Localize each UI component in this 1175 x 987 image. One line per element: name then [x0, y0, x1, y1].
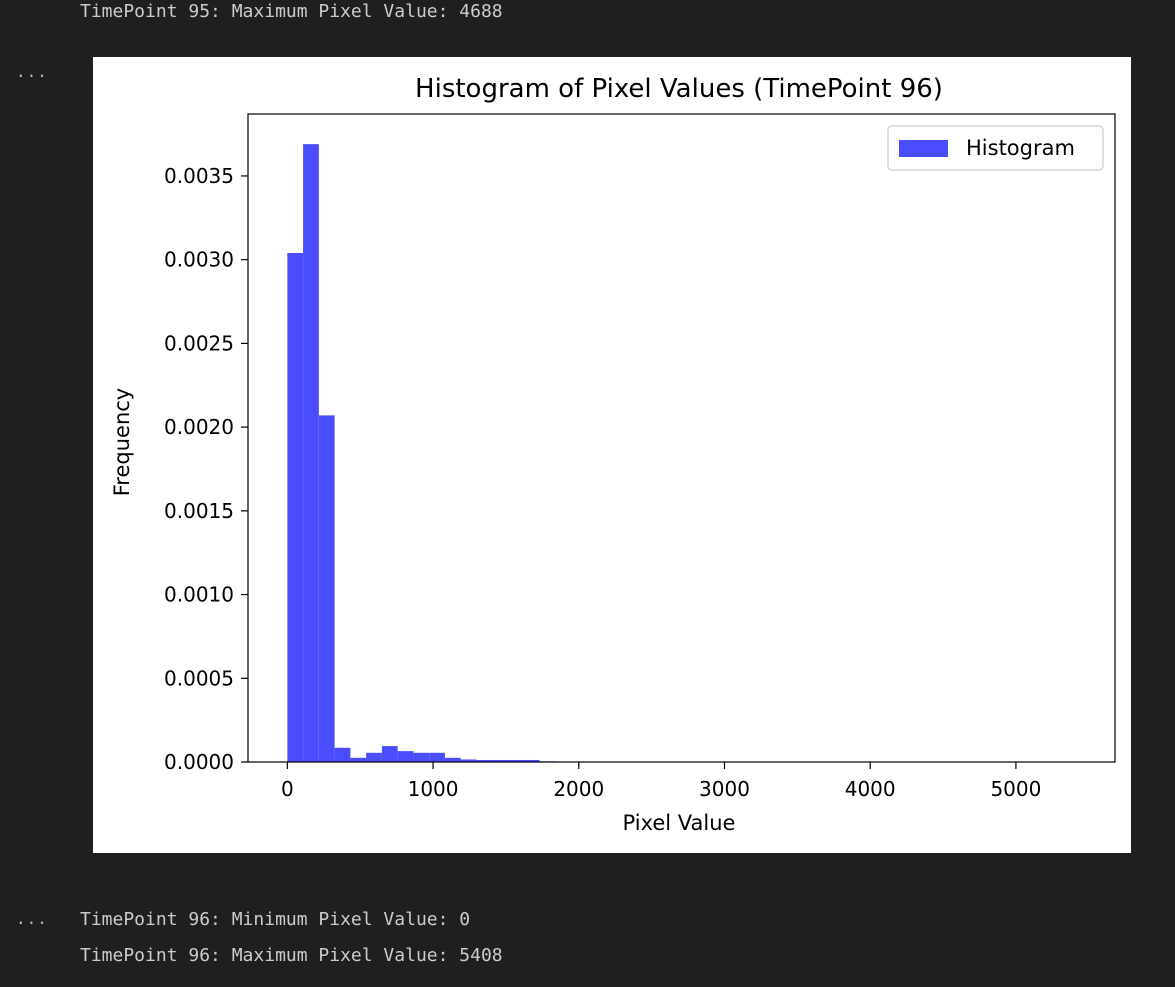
legend: Histogram	[887, 125, 1104, 171]
x-axis-label: Pixel Value	[623, 811, 736, 835]
x-tick-label: 2000	[553, 777, 604, 801]
histogram-bar	[381, 746, 398, 762]
histogram-bar	[492, 759, 508, 762]
histogram-bar	[397, 751, 414, 762]
x-tick-label: 0	[281, 777, 294, 801]
histogram-chart: Histogram of Pixel Values (TimePoint 96)…	[110, 74, 1116, 835]
y-axis-label: Frequency	[110, 388, 134, 497]
histogram-bar	[366, 752, 382, 762]
chart-title: Histogram of Pixel Values (TimePoint 96)	[415, 74, 943, 104]
output-text-line: TimePoint 96: Minimum Pixel Value: 0	[80, 909, 471, 930]
output-text-line: TimePoint 95: Maximum Pixel Value: 4688	[80, 1, 503, 22]
histogram-bar	[303, 144, 319, 762]
histogram-bar	[287, 252, 304, 762]
histogram-bars	[287, 144, 556, 762]
x-tick-label: 5000	[990, 777, 1041, 801]
output-collapse-ellipsis[interactable]: ...	[16, 909, 48, 928]
y-tick-label: 0.0030	[164, 248, 234, 272]
histogram-bar	[476, 759, 493, 762]
y-tick-label: 0.0020	[164, 415, 234, 439]
histogram-bar	[523, 759, 540, 762]
y-tick-label: 0.0005	[164, 666, 234, 690]
histogram-bar	[413, 752, 430, 762]
histogram-bar	[318, 415, 335, 762]
y-tick-label: 0.0025	[164, 331, 234, 355]
histogram-bar	[429, 752, 445, 762]
histogram-figure: Histogram of Pixel Values (TimePoint 96)…	[93, 57, 1131, 853]
y-tick-label: 0.0010	[164, 583, 234, 607]
histogram-bar	[334, 747, 351, 762]
x-axis: 0 1000 2000 3000 4000 5000	[281, 762, 1041, 801]
x-tick-label: 1000	[408, 777, 459, 801]
legend-entry-label: Histogram	[966, 136, 1075, 160]
y-axis: 0.0000 0.0005 0.0010 0.0015 0.0020 0.0025 0.00…	[164, 164, 248, 774]
legend-swatch	[899, 140, 948, 157]
histogram-bar	[507, 759, 524, 762]
x-tick-label: 3000	[699, 777, 750, 801]
y-tick-label: 0.0015	[164, 499, 234, 523]
histogram-bar	[444, 757, 461, 762]
output-collapse-ellipsis[interactable]: ...	[16, 62, 48, 81]
histogram-bar	[460, 759, 477, 762]
y-tick-label: 0.0000	[164, 750, 234, 774]
histogram-bar	[350, 757, 367, 762]
output-text-line: TimePoint 96: Maximum Pixel Value: 5408	[80, 945, 503, 966]
legend-box	[887, 125, 1104, 171]
x-tick-label: 4000	[845, 777, 896, 801]
y-tick-label: 0.0035	[164, 164, 234, 188]
plot-frame	[247, 113, 1116, 763]
